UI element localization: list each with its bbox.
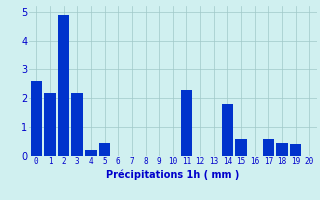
X-axis label: Précipitations 1h ( mm ): Précipitations 1h ( mm ) [106, 169, 239, 180]
Bar [181, 90, 192, 156]
Bar [58, 15, 69, 156]
Bar [44, 93, 56, 156]
Bar [71, 93, 83, 156]
Bar [262, 139, 274, 156]
Bar [85, 150, 97, 156]
Bar [99, 143, 110, 156]
Bar [221, 104, 233, 156]
Bar [290, 144, 301, 156]
Bar [235, 139, 247, 156]
Bar [30, 81, 42, 156]
Bar [276, 143, 288, 156]
